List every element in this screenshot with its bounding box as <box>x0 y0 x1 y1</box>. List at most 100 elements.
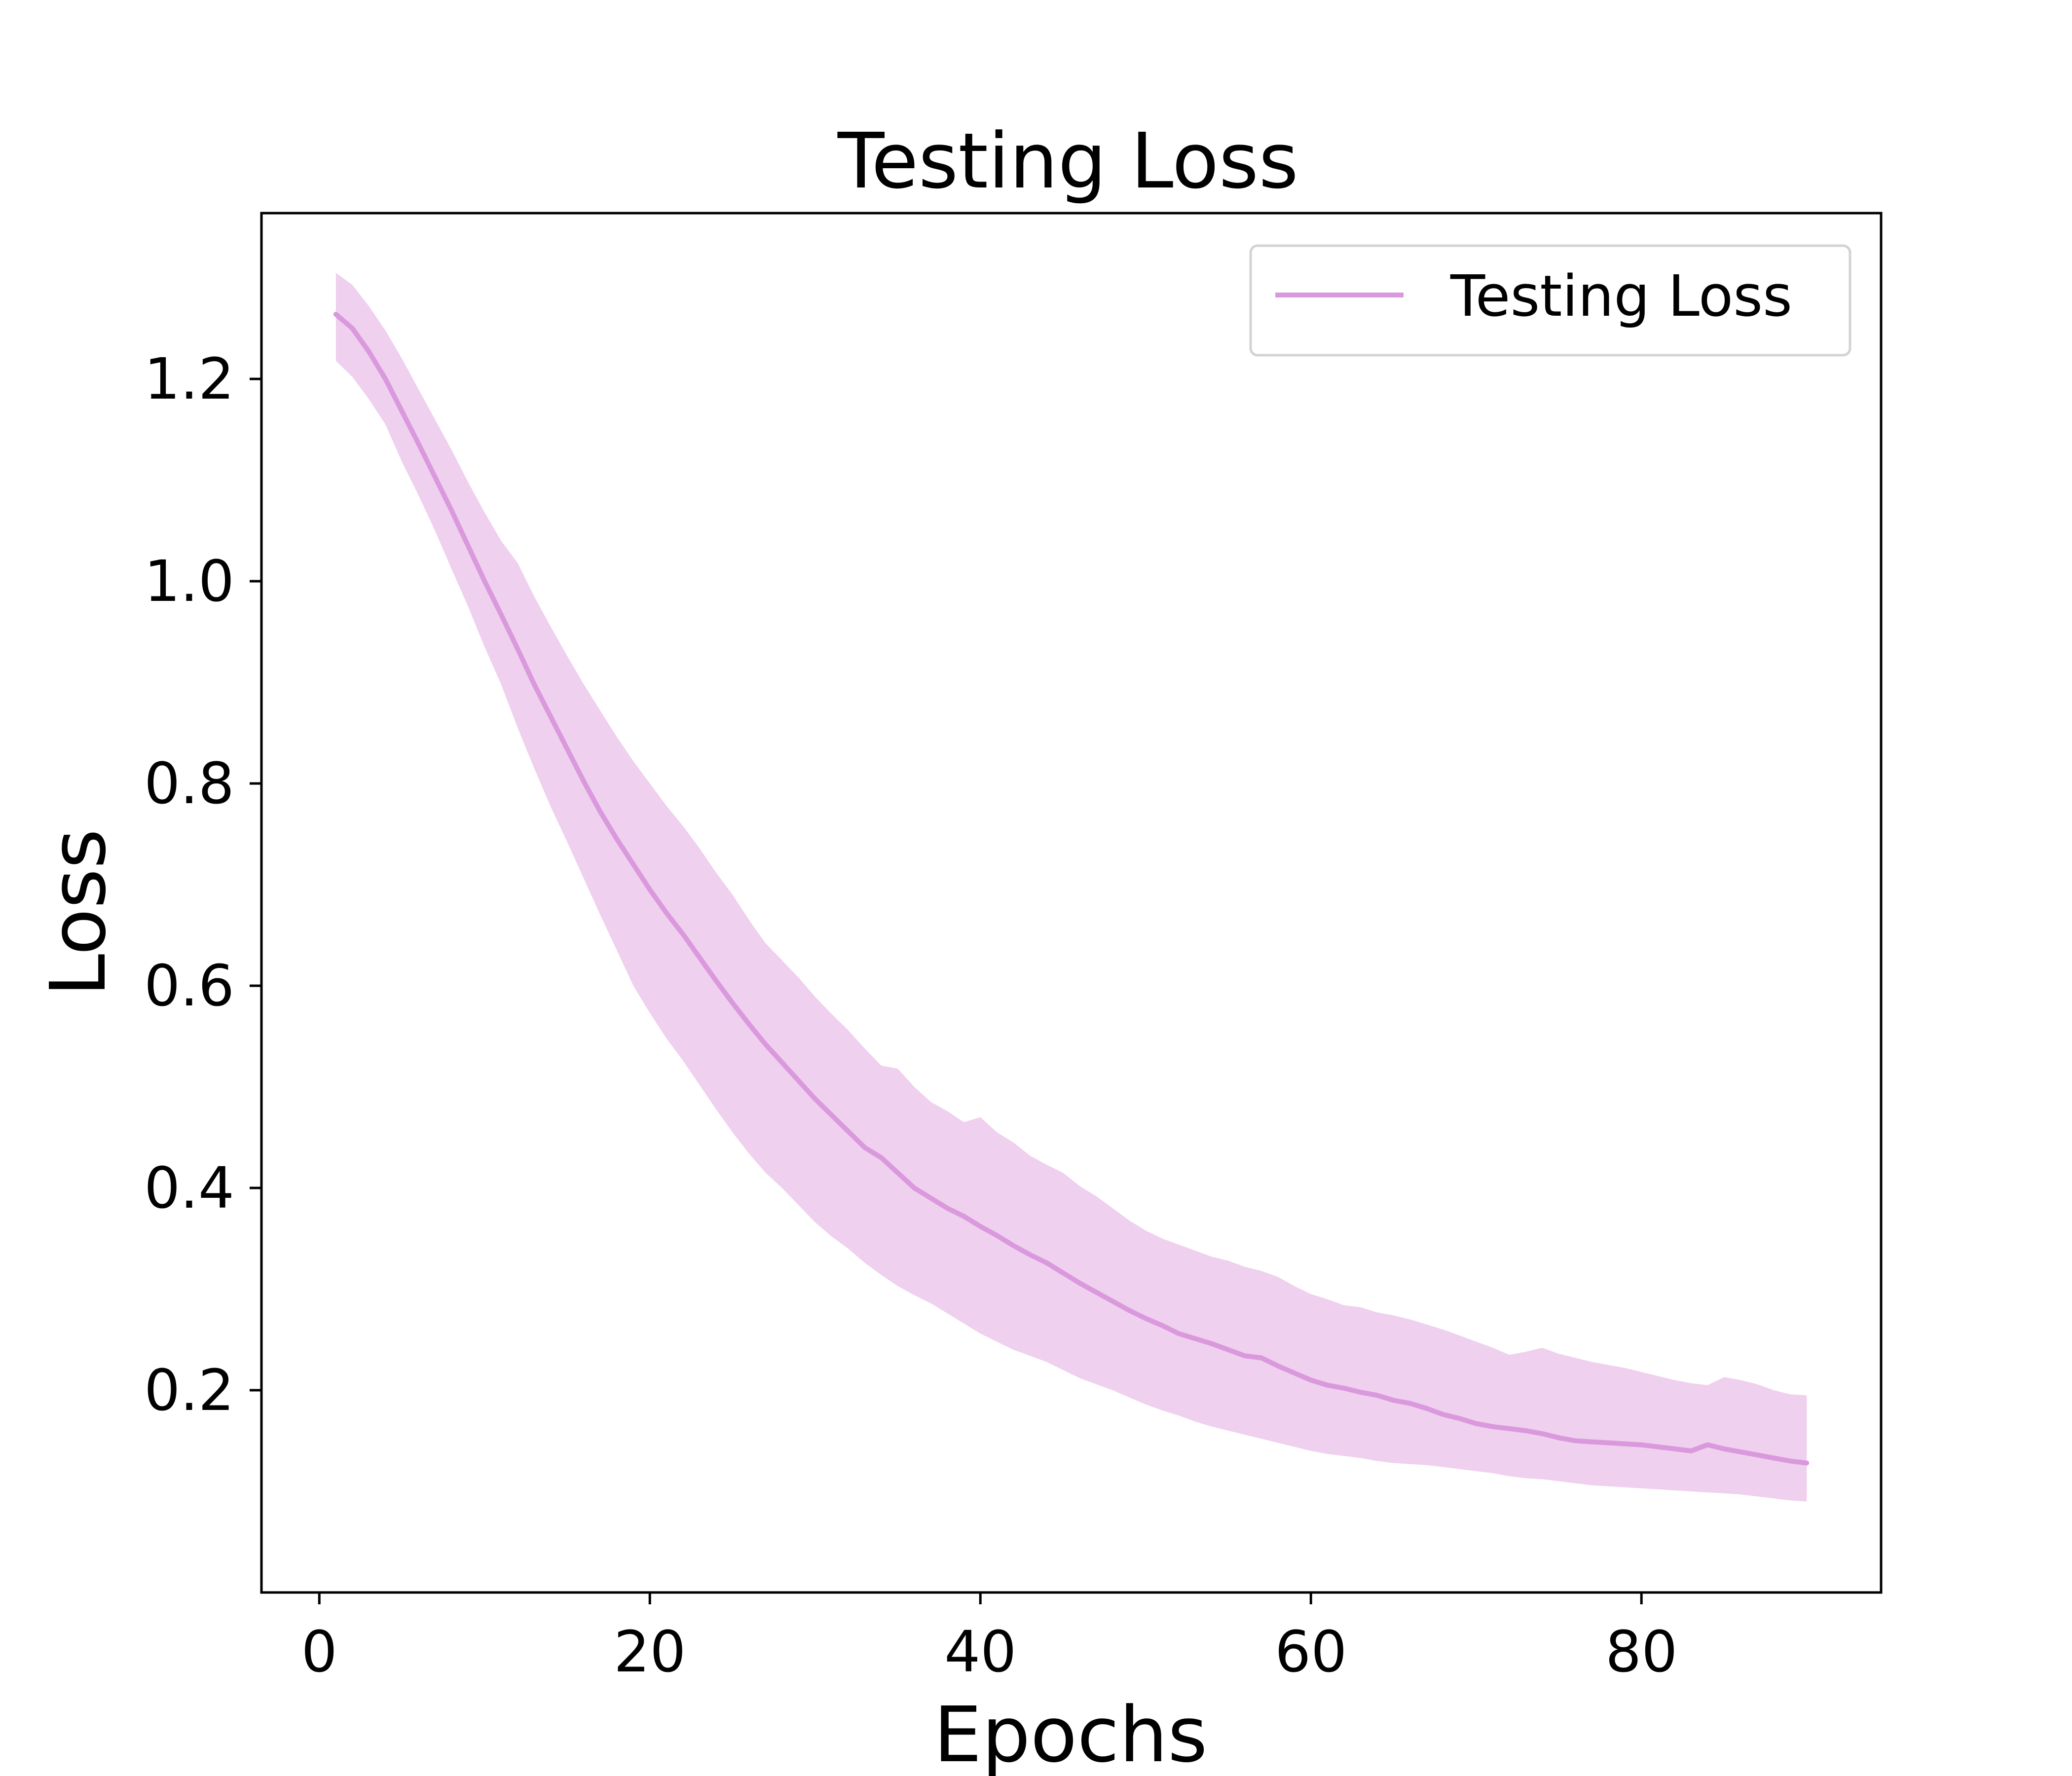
plot-area <box>333 272 1810 1502</box>
legend: Testing Loss <box>1249 244 1851 357</box>
data-point <box>714 979 717 982</box>
data-point <box>632 863 635 866</box>
data-point <box>764 1043 767 1046</box>
data-point <box>1293 1371 1296 1374</box>
data-point <box>1095 1291 1098 1294</box>
data-point <box>962 1215 965 1218</box>
data-point <box>1673 1447 1676 1450</box>
data-point <box>814 1098 816 1101</box>
data-point <box>1062 1271 1065 1274</box>
data-point <box>1375 1394 1378 1397</box>
x-tick-label: 40 <box>944 1619 1016 1685</box>
data-point <box>1789 1460 1792 1463</box>
data-point <box>830 1113 833 1116</box>
data-point <box>1177 1332 1180 1335</box>
legend-label: Testing Loss <box>1450 263 1792 330</box>
data-point <box>1508 1427 1511 1430</box>
y-axis-ticks: 0.2 0.4 0.6 0.8 1.0 1.2 <box>144 346 261 1424</box>
data-point <box>1243 1354 1246 1357</box>
data-point <box>434 476 437 479</box>
data-point <box>780 1061 783 1064</box>
confidence-band <box>335 272 1807 1502</box>
data-point <box>566 747 569 750</box>
data-point <box>1557 1436 1560 1439</box>
data-point <box>1491 1425 1494 1428</box>
data-point <box>681 933 684 936</box>
data-point <box>1144 1317 1147 1320</box>
data-point <box>797 1079 800 1082</box>
data-point <box>946 1207 949 1210</box>
data-point <box>1607 1442 1610 1444</box>
data-point <box>1591 1441 1593 1443</box>
data-point <box>417 442 420 445</box>
data-point <box>979 1225 982 1228</box>
data-point <box>549 715 552 718</box>
data-point <box>665 911 668 914</box>
data-point <box>731 1001 734 1004</box>
x-tick-label: 20 <box>614 1619 686 1685</box>
data-point <box>1111 1300 1114 1303</box>
data-point <box>1045 1261 1048 1264</box>
data-point <box>1458 1417 1461 1420</box>
data-point <box>913 1186 916 1189</box>
data-point <box>483 580 486 583</box>
data-point <box>1029 1253 1032 1256</box>
data-point <box>1524 1429 1527 1432</box>
data-point <box>1078 1282 1081 1285</box>
y-tick-label: 0.8 <box>144 751 234 817</box>
data-point <box>516 647 519 650</box>
data-point <box>1657 1445 1660 1448</box>
y-tick-label: 0.6 <box>144 953 234 1019</box>
axes-frame <box>260 212 1883 1594</box>
data-point <box>500 613 503 616</box>
data-point <box>533 683 536 686</box>
data-point <box>1442 1413 1444 1416</box>
data-point <box>747 1023 750 1026</box>
data-point <box>1260 1356 1263 1359</box>
data-point <box>1326 1384 1329 1387</box>
data-point <box>1723 1447 1726 1450</box>
data-point <box>698 956 701 959</box>
data-point <box>368 350 370 353</box>
testing-loss-line <box>333 312 1810 1466</box>
data-point <box>599 811 602 814</box>
y-tick-label: 1.0 <box>144 549 234 615</box>
data-point <box>1772 1456 1775 1459</box>
data-point <box>1706 1443 1709 1446</box>
legend-box <box>1249 244 1851 357</box>
data-point <box>467 544 470 547</box>
data-point <box>1805 1462 1808 1465</box>
data-point <box>1012 1244 1015 1247</box>
y-tick-label: 0.4 <box>144 1155 234 1221</box>
data-point <box>351 327 354 330</box>
data-point <box>1408 1402 1411 1405</box>
data-point <box>880 1156 883 1159</box>
data-point <box>1624 1443 1627 1445</box>
x-tick-label: 60 <box>1275 1619 1347 1685</box>
data-point <box>929 1197 932 1200</box>
x-tick-label: 0 <box>301 1619 337 1685</box>
data-point <box>615 838 618 841</box>
data-point <box>1359 1391 1362 1394</box>
data-point <box>1425 1407 1428 1410</box>
data-point <box>450 509 453 512</box>
data-point <box>1309 1379 1312 1382</box>
data-point <box>401 410 404 413</box>
data-point <box>1756 1453 1759 1456</box>
data-point <box>1541 1432 1544 1435</box>
data-point <box>1194 1337 1197 1340</box>
data-point <box>863 1146 866 1149</box>
x-tick-label: 80 <box>1605 1619 1677 1685</box>
data-point <box>1342 1387 1345 1390</box>
data-point <box>1475 1422 1478 1425</box>
data-point <box>1690 1449 1693 1452</box>
data-point <box>648 888 651 891</box>
data-point <box>582 780 585 783</box>
data-point <box>1210 1342 1213 1345</box>
y-axis-label: Loss <box>34 829 123 997</box>
chart-title: Testing Loss <box>837 116 1298 206</box>
data-point <box>1574 1440 1577 1443</box>
data-point <box>996 1234 999 1237</box>
data-point <box>896 1171 899 1174</box>
